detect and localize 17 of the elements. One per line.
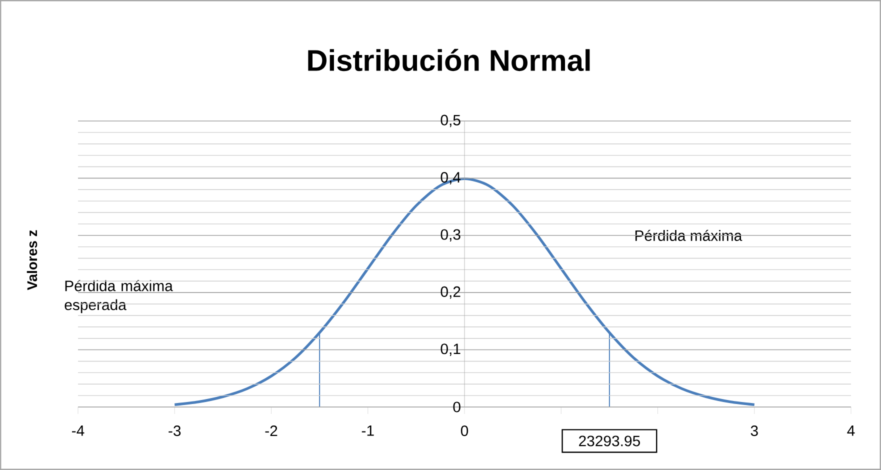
x-tick-label: -2 <box>265 426 278 436</box>
chart-title: Distribución Normal <box>308 48 590 72</box>
y-axis-title: Valores z <box>26 230 38 290</box>
y-tick-label: 0,3 <box>440 229 460 242</box>
y-tick-label: 0 <box>453 402 460 412</box>
annotation: Pérdida máxima <box>635 230 742 241</box>
annotation: Pérdida máxima esperada <box>64 280 173 314</box>
y-tick-label: 0,1 <box>440 344 460 356</box>
x-tick-label: -1 <box>362 426 374 436</box>
x-tick-label: -4 <box>72 426 84 436</box>
x-tick-label: 3 <box>750 426 758 436</box>
x-tick-label: 0 <box>460 426 468 436</box>
y-tick-label: 0,5 <box>440 114 460 128</box>
y-tick-label: 0,2 <box>440 286 460 299</box>
text: 23293.95 <box>579 436 640 446</box>
x-tick-label: 4 <box>847 426 855 436</box>
x-tick-label: -3 <box>168 426 181 436</box>
